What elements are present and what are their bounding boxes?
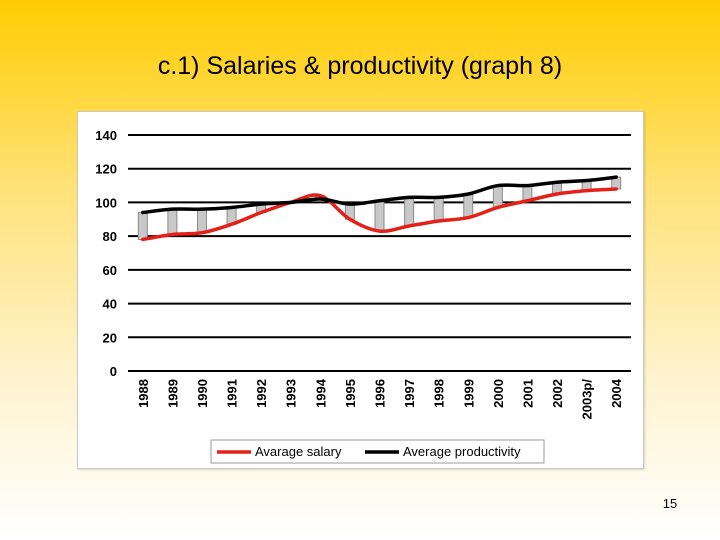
y-tick-label: 20: [103, 330, 117, 345]
gap-bar: [167, 208, 178, 235]
x-tick-label: 1991: [225, 379, 240, 408]
y-tick-label: 140: [95, 128, 117, 143]
x-tick-label: 1989: [165, 379, 180, 408]
page-number: 15: [662, 496, 678, 511]
x-tick-label: 1995: [343, 379, 358, 408]
y-tick-label: 0: [110, 364, 117, 379]
y-tick-label: 120: [95, 162, 117, 177]
gap-bar: [196, 208, 207, 234]
x-axis-ticks: 1988 1989 1990 1991 1992 1993 1994 1995 1996 1997…: [136, 378, 624, 419]
legend-label-productivity: Average productivity: [403, 444, 521, 459]
x-tick-label: 2003p/: [580, 379, 595, 420]
legend: Avarage salary Average productivity: [210, 439, 545, 464]
gap-bar: [404, 196, 415, 227]
y-tick-label: 80: [103, 229, 117, 244]
gap-bar: [137, 212, 148, 241]
series-line-salary: [141, 187, 618, 242]
y-axis-ticks: 0 20 40 60 80 100 120 140: [95, 128, 117, 379]
gap-bar: [433, 196, 444, 222]
x-tick-label: 1992: [254, 379, 269, 408]
legend-label-salary: Avarage salary: [255, 444, 342, 459]
x-tick-label: 1997: [402, 379, 417, 408]
slide-title: c.1) Salaries & productivity (graph 8): [157, 52, 563, 80]
y-tick-label: 40: [103, 297, 117, 312]
series-lines: [141, 175, 618, 242]
x-tick-label: 1988: [136, 379, 151, 408]
y-tick-label: 100: [95, 195, 117, 210]
x-tick-label: 2002: [550, 379, 565, 408]
x-tick-label: 1999: [461, 379, 476, 408]
gap-bar: [374, 200, 385, 232]
chart-area: 0 20 40 60 80 100 120 140 1988 1989 1990 1991 1992 1…: [77, 111, 644, 469]
x-tick-label: 2000: [491, 379, 506, 408]
gap-bar: [463, 193, 474, 219]
x-tick-label: 1994: [313, 378, 328, 408]
gap-bar: [492, 185, 503, 208]
x-tick-label: 1996: [373, 379, 388, 408]
gridlines: [128, 134, 631, 372]
x-tick-label: 2004: [609, 378, 624, 408]
x-tick-label: 1993: [284, 379, 299, 408]
x-tick-label: 1998: [432, 379, 447, 408]
x-tick-label: 2001: [520, 379, 535, 408]
series-line-productivity: [141, 175, 618, 215]
x-tick-label: 1990: [195, 379, 210, 408]
y-tick-label: 60: [103, 263, 117, 278]
